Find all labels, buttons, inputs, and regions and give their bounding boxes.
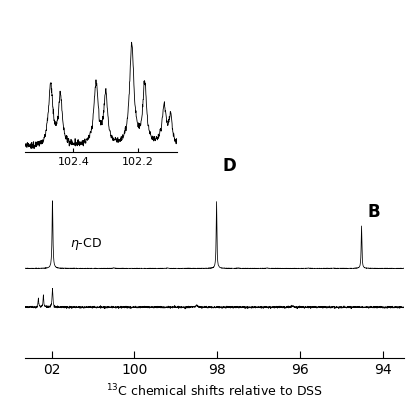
Text: D: D (222, 157, 236, 175)
Text: $\eta$-CD: $\eta$-CD (70, 236, 102, 252)
Text: B: B (368, 203, 380, 221)
X-axis label: $^{13}$C chemical shifts relative to DSS: $^{13}$C chemical shifts relative to DSS (106, 383, 323, 400)
